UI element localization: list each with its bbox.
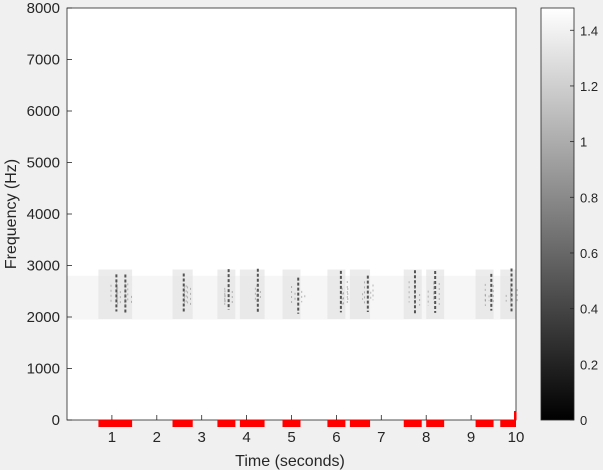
y-tick-label: 1000 — [27, 361, 60, 378]
segment-marker — [172, 420, 193, 427]
x-tick-label: 2 — [153, 429, 161, 446]
segment-marker — [217, 420, 236, 427]
spectral-segment — [327, 269, 346, 319]
spectral-segment — [172, 269, 193, 319]
spectral-segment — [239, 269, 265, 319]
segment-marker — [426, 420, 445, 427]
y-tick-label: 5000 — [27, 155, 60, 172]
y-tick-label: 0 — [52, 412, 60, 429]
x-tick-label: 1 — [108, 429, 116, 446]
y-tick-label: 2000 — [27, 309, 60, 326]
x-tick-label: 6 — [332, 429, 340, 446]
y-axis-ticks: 0 1000 2000 3000 4000 5000 6000 7000 8000 — [27, 0, 72, 429]
y-tick-label: 3000 — [27, 258, 60, 275]
x-tick-label: 8 — [422, 429, 430, 446]
colorbar-scale — [540, 7, 575, 421]
colorbar-tick-label: 0.2 — [580, 357, 598, 372]
x-tick-label: 5 — [287, 429, 295, 446]
plot-area — [66, 7, 518, 421]
spectral-segment — [500, 269, 516, 319]
x-tick-label: 7 — [377, 429, 385, 446]
segment-marker — [98, 420, 133, 427]
x-tick-label: 3 — [198, 429, 206, 446]
colorbar-tick-label: 0.4 — [580, 302, 598, 317]
spectral-segment — [475, 269, 494, 319]
segment-marker — [403, 420, 422, 427]
x-tick-label: 9 — [467, 429, 475, 446]
colorbar-tick-label: 1.4 — [580, 23, 598, 38]
colorbar-tick-label: 0.8 — [580, 190, 598, 205]
y-tick-label: 8000 — [27, 0, 60, 17]
colorbar-tick-label: 1 — [580, 135, 587, 150]
spectral-segment — [403, 269, 422, 319]
segment-marker — [239, 420, 265, 427]
spectral-segment — [217, 269, 236, 319]
segment-marker — [500, 420, 516, 427]
y-tick-label: 7000 — [27, 52, 60, 69]
colorbar-tick-label: 0.6 — [580, 246, 598, 261]
x-tick-label: 10 — [508, 429, 525, 446]
segment-markers — [98, 411, 517, 427]
x-axis-ticks: 1 2 3 4 5 6 7 8 9 10 — [108, 415, 525, 446]
spectral-segment — [98, 269, 133, 319]
colorbar-tick-label: 1.2 — [580, 79, 598, 94]
segment-marker — [349, 420, 371, 427]
end-marker — [514, 411, 517, 420]
y-tick-label: 4000 — [27, 206, 60, 223]
y-tick-label: 6000 — [27, 103, 60, 120]
spectral-segment — [426, 269, 445, 319]
segment-marker — [327, 420, 346, 427]
colorbar-tick-label: 0 — [580, 413, 587, 428]
y-axis-label: Frequency (Hz) — [3, 159, 20, 269]
segment-marker — [475, 420, 494, 427]
spectral-segment — [282, 269, 301, 319]
segment-marker — [282, 420, 301, 427]
x-axis-label: Time (seconds) — [235, 453, 345, 470]
colorbar: 0 0.2 0.4 0.6 0.8 1 1.2 1.4 — [540, 7, 598, 428]
plot-background — [67, 8, 516, 420]
x-tick-label: 4 — [242, 429, 250, 446]
